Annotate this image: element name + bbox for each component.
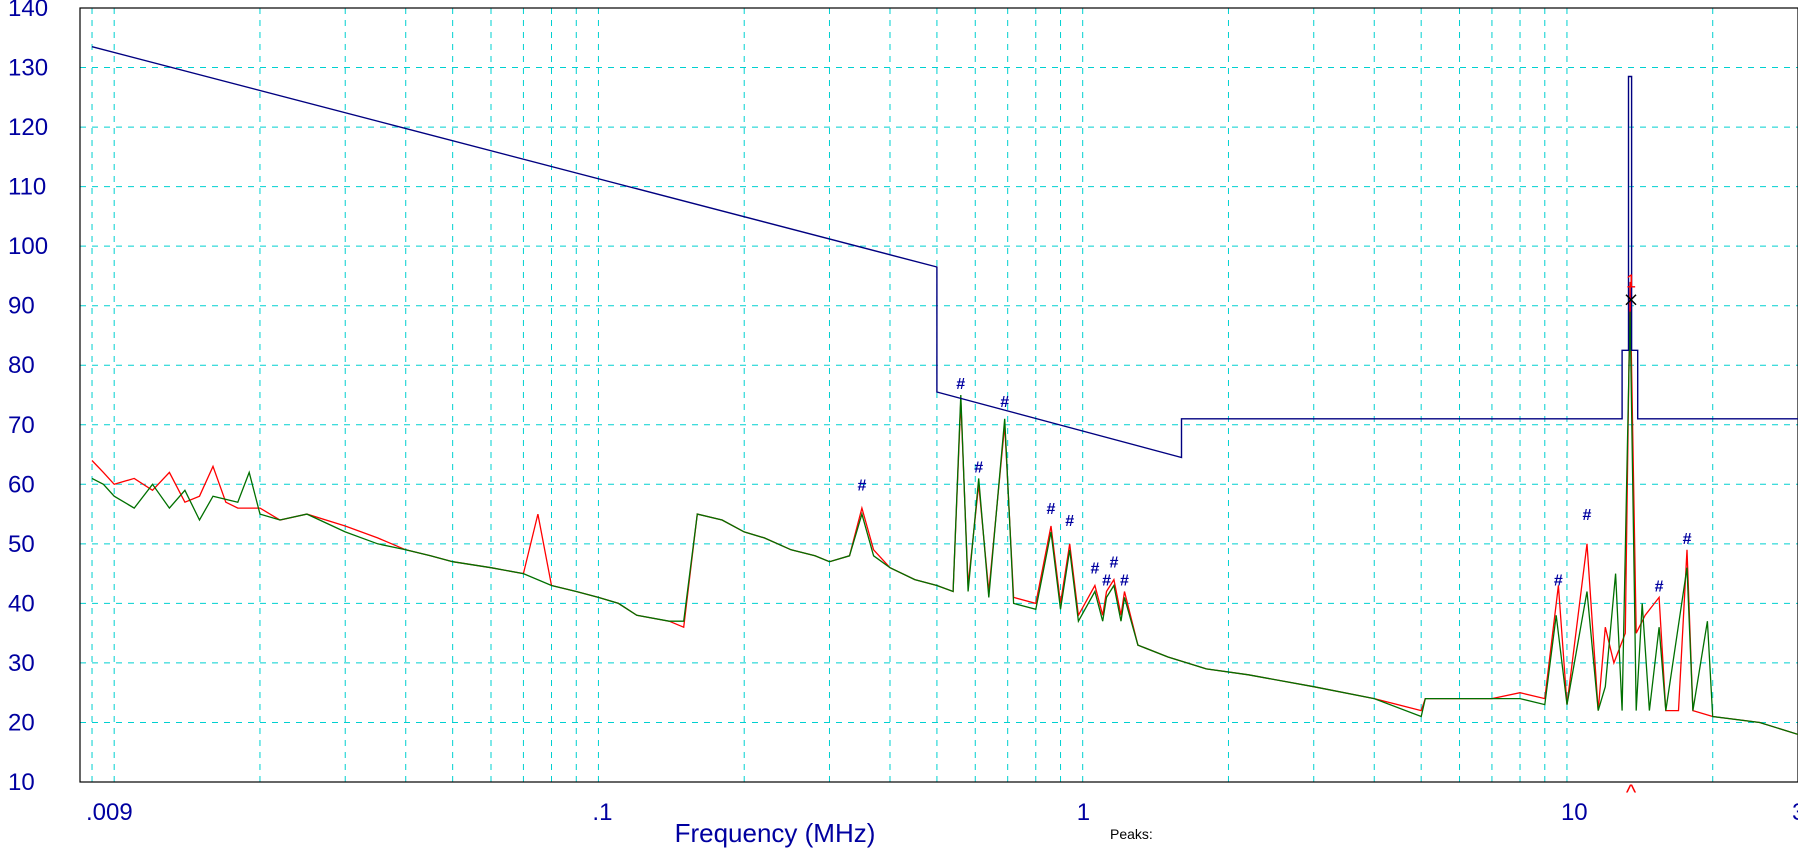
y-tick-label: 40 (8, 590, 35, 617)
peak-marker: # (1090, 561, 1099, 578)
x-tick-label: 1 (1077, 799, 1090, 826)
y-tick-label: 60 (8, 471, 35, 498)
y-tick-label: 90 (8, 293, 35, 320)
x-tick-label: 10 (1561, 799, 1588, 826)
y-tick-label: 130 (8, 55, 48, 82)
y-tick-label: 30 (8, 650, 35, 677)
peak-marker: # (857, 477, 866, 494)
x-tick-label: .1 (592, 799, 612, 826)
peak-marker: # (1109, 555, 1118, 572)
marker-number: 1 (1626, 272, 1636, 292)
y-tick-label: 110 (8, 174, 46, 201)
limit-line-layer (91, 46, 1798, 459)
peak-marker: # (1583, 507, 1592, 524)
series-layer (91, 281, 1798, 736)
y-tick-label: 100 (8, 233, 48, 260)
x-tick-label: .009 (86, 799, 133, 826)
peak-marker: # (974, 459, 983, 476)
peak-marker: # (1000, 394, 1009, 411)
measurement-trace-red (91, 281, 1798, 736)
y-tick-label: 120 (8, 114, 48, 141)
y-axis-ticks: 140 130 120 110 100 90 80 70 60 50 40 30 20 10 (8, 0, 48, 796)
x-axis-ticks: .009 .1 1 10 30 (86, 799, 1798, 826)
y-tick-label: 140 (8, 0, 48, 22)
peak-marker: # (1554, 573, 1563, 590)
limit-line (91, 46, 1798, 459)
x-axis-label: Frequency (MHz) (675, 818, 876, 848)
y-tick-label: 20 (8, 709, 35, 736)
peak-marker: # (1102, 573, 1111, 590)
plot-frame (79, 7, 1798, 783)
measurement-trace-green (91, 311, 1798, 736)
frequency-caret: ^ (1626, 780, 1637, 805)
marker-cross (1625, 294, 1637, 306)
peak-marker: # (1047, 501, 1056, 518)
peak-marker: # (956, 376, 965, 393)
y-tick-label: 10 (8, 769, 35, 796)
y-tick-label: 70 (8, 412, 35, 439)
peak-marker: # (1065, 513, 1074, 530)
peak-markers: ########## ####1^ (857, 272, 1691, 805)
x-tick-label: 30 (1792, 799, 1798, 826)
peak-marker: # (1655, 578, 1664, 595)
grid (80, 7, 1798, 782)
y-tick-label: 80 (8, 352, 35, 379)
peaks-label: Peaks: (1110, 826, 1153, 842)
peak-marker: # (1683, 531, 1692, 548)
y-tick-label: 50 (8, 531, 35, 558)
peak-marker: # (1120, 573, 1129, 590)
